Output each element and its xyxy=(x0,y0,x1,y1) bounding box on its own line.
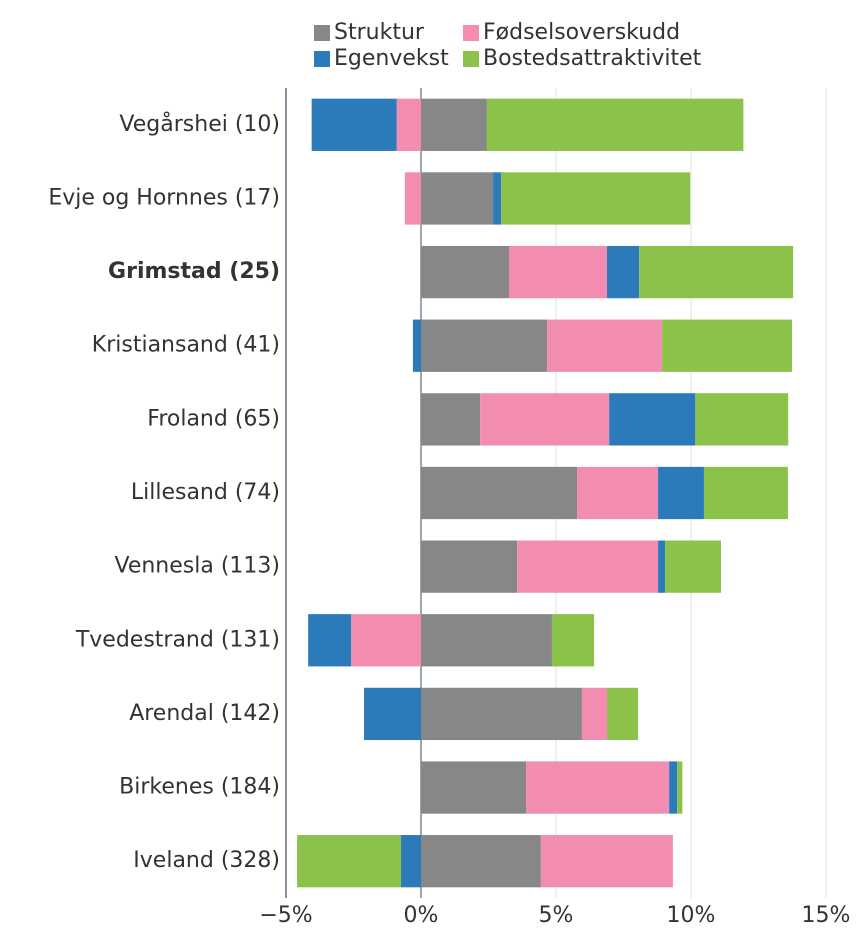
bar-segment xyxy=(551,614,595,667)
bar-segment xyxy=(311,98,397,151)
x-tick-label: 5% xyxy=(539,903,574,928)
bar-segment xyxy=(421,319,548,372)
x-tick-label: −5% xyxy=(259,903,312,928)
bar-segment xyxy=(703,466,788,520)
bar-segment xyxy=(526,761,670,814)
bar-segment xyxy=(421,761,527,814)
bar-segment xyxy=(421,835,541,888)
bar-segment xyxy=(421,540,518,593)
x-tick-label: 0% xyxy=(404,903,439,928)
bar-segment xyxy=(396,98,421,151)
bar-segment xyxy=(540,835,673,888)
bar-segment xyxy=(662,319,792,372)
bar-segment xyxy=(401,835,421,888)
bar-segment xyxy=(421,393,481,446)
legend-swatch xyxy=(463,51,479,67)
y-tick-label: Kristiansand (41) xyxy=(92,333,280,358)
y-tick-label: Evje og Hornnes (17) xyxy=(48,185,280,210)
bar-segment xyxy=(607,687,639,741)
x-tick-label: 15% xyxy=(802,903,851,928)
legend-swatch xyxy=(314,25,330,41)
bar-segment xyxy=(421,614,552,667)
bar-segment xyxy=(308,614,352,667)
y-tick-label: Vegårshei (10) xyxy=(119,111,280,137)
y-tick-label: Froland (65) xyxy=(147,406,280,431)
bar-segment xyxy=(412,319,421,372)
y-tick-label: Arendal (142) xyxy=(129,701,280,726)
legend-label: Egenvekst xyxy=(334,46,449,71)
bar-segment xyxy=(658,540,666,593)
bar-segment xyxy=(486,98,744,151)
bar-segment xyxy=(607,245,640,299)
y-tick-label: Grimstad (25) xyxy=(108,259,280,284)
bar-segment xyxy=(517,540,659,593)
bar-segment xyxy=(665,540,721,593)
bar-segment xyxy=(658,466,704,520)
bar-segment xyxy=(493,172,502,225)
bar-segment xyxy=(581,687,608,741)
bar-segment xyxy=(421,245,510,299)
legend-label: Struktur xyxy=(334,20,425,45)
bar-segment xyxy=(421,98,487,151)
y-tick-label: Birkenes (184) xyxy=(119,775,280,800)
y-tick-label: Lillesand (74) xyxy=(131,480,280,505)
legend-swatch xyxy=(314,51,330,67)
bar-segment xyxy=(609,393,696,446)
bar-segment xyxy=(695,393,789,446)
y-tick-label: Iveland (328) xyxy=(133,848,280,873)
bar-segment xyxy=(364,687,421,741)
x-tick-label: 10% xyxy=(667,903,716,928)
bar-segment xyxy=(577,466,659,520)
bar-segment xyxy=(421,172,494,225)
bar-segment xyxy=(404,172,421,225)
bar-segment xyxy=(639,245,794,299)
bar-segment xyxy=(297,835,402,888)
bar-segment xyxy=(421,466,578,520)
bar-segment xyxy=(501,172,691,225)
legend-swatch xyxy=(463,25,479,41)
bar-segment xyxy=(351,614,421,667)
bar-segment xyxy=(669,761,678,814)
legend-label: Fødselsoverskudd xyxy=(483,20,680,45)
y-tick-label: Tvedestrand (131) xyxy=(75,627,280,652)
bar-segment xyxy=(421,687,582,741)
bar-segment xyxy=(509,245,608,299)
bar-segment xyxy=(480,393,610,446)
bar-segment xyxy=(547,319,663,372)
bar-segment xyxy=(677,761,683,814)
y-tick-label: Vennesla (113) xyxy=(114,554,280,579)
legend-label: Bostedsattraktivitet xyxy=(483,46,702,71)
